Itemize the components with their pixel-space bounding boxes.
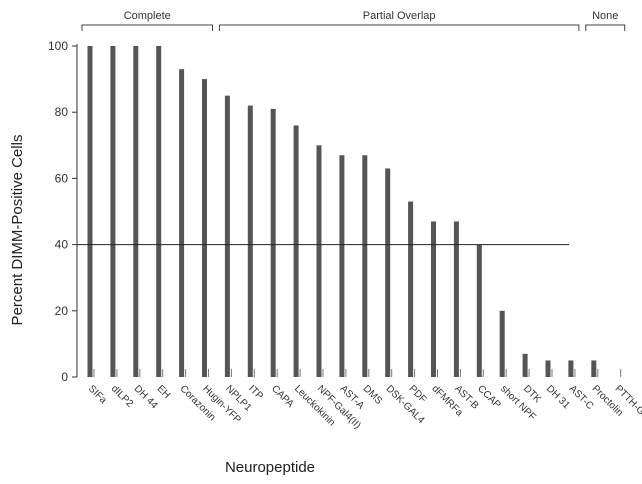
- bar: [453, 221, 459, 377]
- bar: [87, 46, 93, 377]
- bar: [156, 46, 162, 377]
- category-label: dILP2: [109, 383, 136, 410]
- bar: [522, 353, 528, 377]
- bar: [568, 360, 574, 377]
- bar: [133, 46, 139, 377]
- y-tick-label: 40: [55, 238, 69, 252]
- category-label: DH 44: [132, 383, 160, 411]
- bar: [545, 360, 551, 377]
- bar: [247, 105, 253, 377]
- group-label: Partial Overlap: [363, 10, 436, 22]
- bar: [499, 310, 505, 377]
- group-bracket: [585, 24, 626, 31]
- group-bracket: [218, 24, 580, 31]
- y-tick-label: 100: [48, 39, 68, 53]
- bar: [270, 108, 276, 377]
- group-bracket: [81, 24, 213, 31]
- bar: [385, 168, 391, 377]
- bar: [591, 360, 597, 377]
- category-label: DH 31: [544, 383, 572, 411]
- bar: [293, 125, 299, 377]
- category-label: ITP: [246, 383, 265, 402]
- bar: [339, 155, 345, 377]
- bar: [362, 155, 368, 377]
- y-tick-label: 0: [61, 370, 68, 384]
- category-label: CCAP: [475, 383, 503, 411]
- axes: 0 20 40 60 80 100: [48, 39, 78, 384]
- bar: [476, 244, 482, 377]
- y-tick-label: 20: [55, 304, 69, 318]
- bar: [431, 221, 436, 377]
- group-brackets: Complete Partial Overlap None: [81, 10, 626, 31]
- bar: [224, 95, 230, 378]
- bar: [110, 46, 116, 377]
- bar: [408, 201, 414, 377]
- bar: [316, 145, 322, 377]
- category-label: CAPA: [269, 383, 296, 410]
- bar: [179, 69, 185, 378]
- x-axis-title: Neuropeptide: [225, 459, 315, 476]
- y-axis-title: Percent DIMM-Positive Cells: [9, 135, 26, 326]
- bars: [87, 46, 622, 378]
- group-label: None: [592, 10, 618, 22]
- category-label: AST-C: [567, 383, 596, 412]
- y-tick-label: 80: [55, 105, 69, 119]
- bar: [202, 79, 207, 377]
- category-label: SIFa: [86, 383, 109, 406]
- category-label: EH: [155, 383, 173, 401]
- group-label: Complete: [124, 10, 171, 22]
- y-tick-label: 60: [55, 171, 69, 185]
